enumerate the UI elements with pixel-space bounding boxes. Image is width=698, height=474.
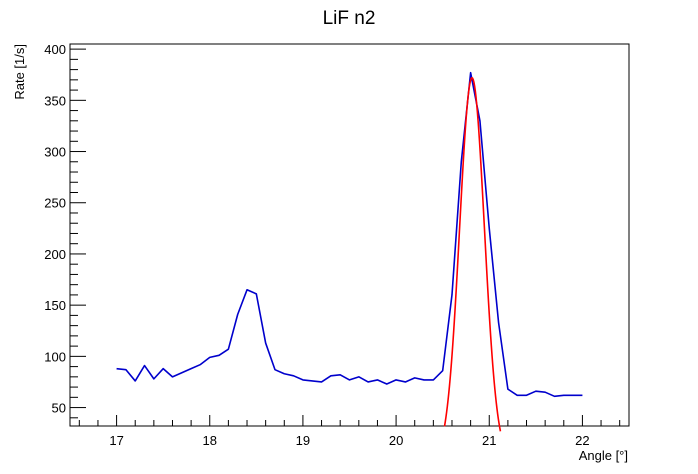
y-tick-label: 400 — [44, 42, 66, 57]
x-tick-label: 18 — [203, 433, 217, 448]
y-tick-label: 350 — [44, 93, 66, 108]
y-axis-title: Rate [1/s] — [12, 44, 27, 100]
x-tick-label: 20 — [389, 433, 403, 448]
y-axis-ticks: 50 100 150 200 250 300 350 400 — [44, 42, 86, 419]
x-axis-title: Angle [°] — [579, 448, 628, 463]
y-tick-label: 50 — [52, 401, 66, 416]
y-tick-label: 250 — [44, 196, 66, 211]
y-tick-label: 300 — [44, 145, 66, 160]
y-tick-label: 200 — [44, 247, 66, 262]
series-layer — [116, 71, 583, 432]
fit-curve — [443, 77, 502, 432]
x-tick-label: 17 — [109, 433, 123, 448]
plot-frame — [69, 43, 630, 427]
x-axis-ticks: 17 18 19 20 21 22 — [78, 415, 621, 448]
x-tick-label: 19 — [296, 433, 310, 448]
x-tick-label: 22 — [575, 433, 589, 448]
y-tick-label: 100 — [44, 349, 66, 364]
y-tick-label: 150 — [44, 298, 66, 313]
x-tick-label: 21 — [482, 433, 496, 448]
data-series-line — [116, 71, 583, 398]
chart-title: LiF n2 — [323, 8, 376, 29]
